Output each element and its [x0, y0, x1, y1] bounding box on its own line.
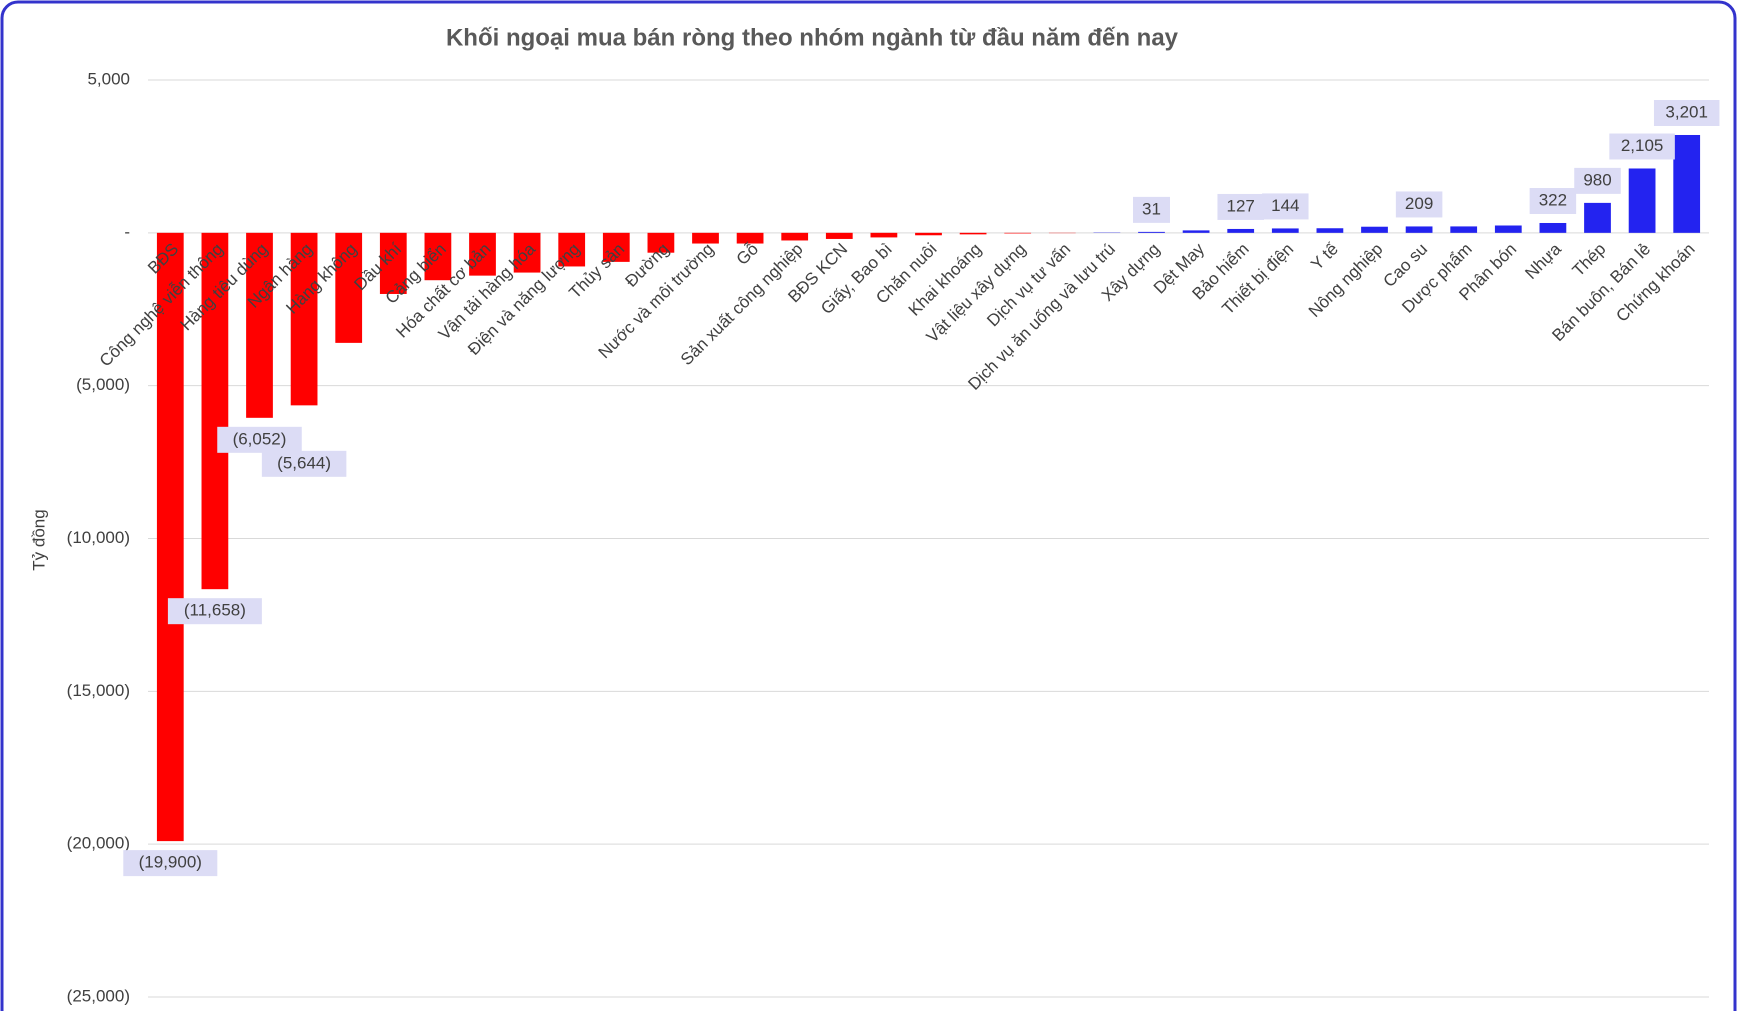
- x-tick-label: Y tế: [1307, 239, 1342, 274]
- data-label: 2,105: [1621, 136, 1664, 155]
- bar: [201, 232, 229, 590]
- bar: [915, 232, 942, 236]
- bar: [156, 232, 184, 842]
- bar: [1361, 226, 1388, 233]
- y-tick-label: (20,000): [67, 834, 130, 853]
- data-label: 127: [1227, 196, 1255, 215]
- data-label-bg: [1609, 133, 1675, 160]
- data-label: (5,644): [277, 453, 331, 472]
- bar: [1628, 168, 1656, 233]
- y-tick-label: -: [124, 222, 130, 241]
- bar: [424, 232, 452, 281]
- bar: [870, 232, 898, 238]
- data-label-bg: [123, 850, 218, 877]
- bar: [959, 232, 987, 235]
- bar: [1584, 202, 1611, 233]
- data-label-bg: [1395, 191, 1443, 218]
- bar: [290, 232, 318, 406]
- bar: [1405, 226, 1433, 233]
- data-label-bg: [1574, 167, 1621, 194]
- bar: [1271, 228, 1299, 233]
- bar: [379, 232, 407, 294]
- bar: [1227, 228, 1255, 233]
- bar: [602, 232, 630, 262]
- x-tick-label: Nhựa: [1521, 239, 1565, 283]
- y-tick-label: (15,000): [67, 681, 130, 700]
- data-label-bg: [1653, 99, 1720, 126]
- x-tick-label: Gỗ: [733, 239, 762, 268]
- bar: [558, 232, 586, 267]
- bar: [1494, 225, 1522, 233]
- data-label: (6,052): [233, 429, 287, 448]
- y-tick-label: (25,000): [67, 986, 130, 1005]
- bar: [1316, 228, 1344, 233]
- bar: [1450, 226, 1478, 233]
- bar: [825, 232, 853, 239]
- bar: [469, 232, 496, 276]
- data-label: 980: [1583, 170, 1611, 189]
- data-label-bg: [1262, 193, 1309, 220]
- data-label-bg: [217, 426, 302, 453]
- bar: [513, 232, 541, 273]
- data-label-bg: [167, 598, 262, 625]
- data-label: 322: [1539, 190, 1567, 209]
- data-label: 209: [1405, 194, 1433, 213]
- data-label: (19,900): [139, 853, 202, 872]
- data-label: 144: [1271, 196, 1299, 215]
- data-label-bg: [1217, 193, 1264, 220]
- data-label-bg: [261, 450, 347, 477]
- bar: [335, 232, 363, 343]
- y-tick-label: (10,000): [67, 528, 130, 547]
- data-label: (11,658): [184, 601, 246, 620]
- data-label: 3,201: [1665, 102, 1708, 121]
- chart-title: Khối ngoại mua bán ròng theo nhóm ngành …: [446, 24, 1179, 51]
- data-label: 31: [1142, 199, 1161, 218]
- x-tick-label: Thép: [1569, 239, 1610, 280]
- bar: [1004, 232, 1032, 234]
- bar: [647, 232, 675, 253]
- x-tick-label: Chứng khoán: [1612, 239, 1698, 325]
- bar: [692, 232, 719, 244]
- bar: [1138, 231, 1165, 233]
- y-tick-label: 5,000: [87, 69, 130, 88]
- y-axis-label: Tỷ đồng: [29, 509, 48, 570]
- bar: [781, 232, 809, 241]
- bar: [1673, 134, 1701, 233]
- bar: [246, 232, 273, 418]
- data-label-bg: [1133, 196, 1170, 223]
- bar: [1539, 222, 1567, 233]
- data-label-bg: [1529, 187, 1577, 214]
- y-tick-label: (5,000): [76, 375, 130, 394]
- bar: [1182, 230, 1210, 233]
- bar: [736, 232, 764, 244]
